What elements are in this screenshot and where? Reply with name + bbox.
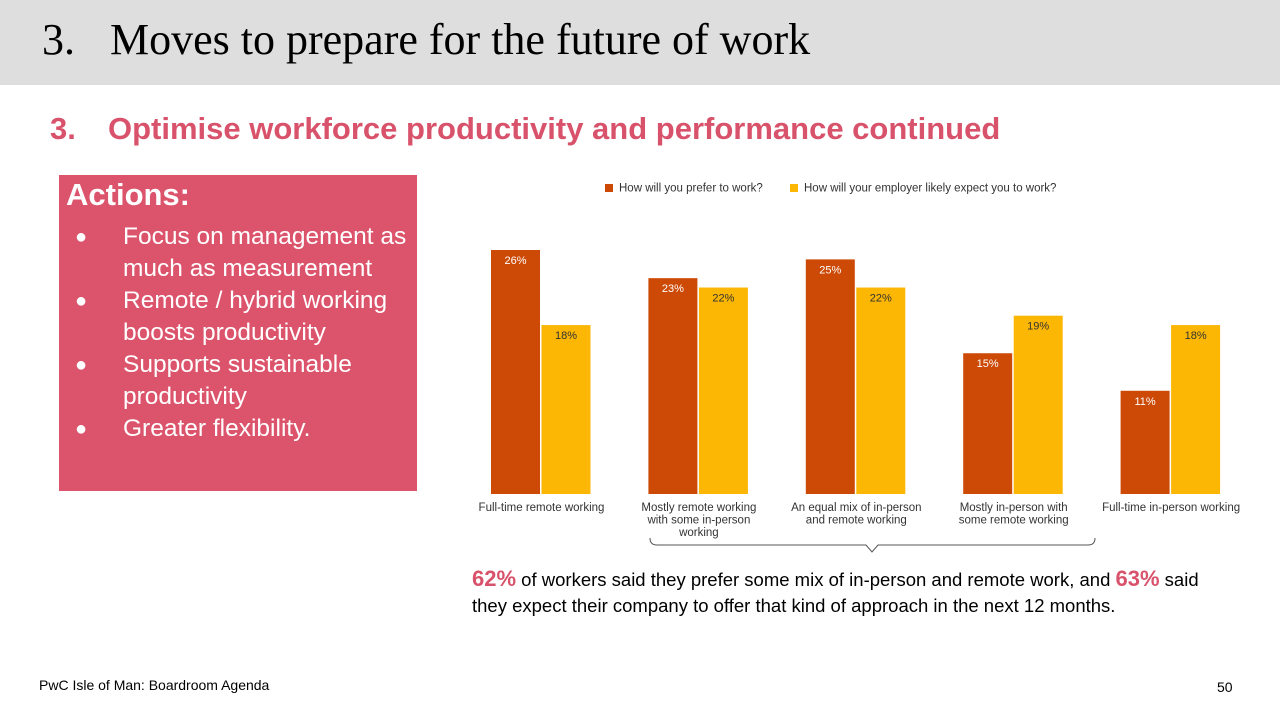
legend-swatch (790, 184, 798, 192)
category-label-line: Mostly remote working (641, 502, 756, 514)
action-text: Focus on management as much as measureme… (123, 223, 407, 282)
category-label: Mostly in-person with some remote working (959, 502, 1069, 527)
bar-value-label: 25% (819, 264, 841, 276)
action-text: Supports sustainable productivity (123, 351, 352, 410)
category-label-line: some remote working (959, 515, 1069, 527)
page-number: 50 (1217, 679, 1233, 695)
summary-note: 62% of workers said they prefer some mix… (472, 566, 1232, 619)
action-text: Remote / hybrid working boosts productiv… (123, 287, 388, 346)
bar (1120, 390, 1170, 494)
bar (805, 259, 855, 494)
bullet-icon: ● (75, 354, 88, 376)
bar-value-label: 18% (555, 330, 577, 342)
bar (856, 287, 906, 494)
action-item: ● Remote / hybrid working boosts producti… (59, 285, 417, 349)
stat-highlight: 62% (472, 566, 517, 591)
page-title: Moves to prepare for the future of work (110, 15, 811, 64)
legend-label: How will you prefer to work? (619, 183, 763, 195)
category-label-line: with some in-person (646, 515, 750, 527)
header-number: 3. (42, 15, 75, 64)
bar-chart: How will you prefer to work? How will you… (479, 183, 1240, 553)
action-item: ● Supports sustainable productivity (59, 349, 417, 413)
bar-value-label: 26% (504, 255, 526, 267)
action-item: ● Greater flexibility. (59, 413, 417, 445)
group-bracket (649, 537, 1096, 553)
bar (648, 278, 698, 494)
category-label-line: An equal mix of in-person (791, 502, 921, 514)
bar-value-label: 15% (977, 358, 999, 370)
category-label: An equal mix of in-person and remote work… (791, 502, 921, 527)
bar (1013, 315, 1063, 494)
bar-value-label: 23% (662, 283, 684, 295)
category-label: Full-time in-person working (1102, 502, 1240, 514)
note-text: said they expect their company to offer … (472, 569, 1199, 616)
header-bar: 3. Moves to prepare for the future of wo… (0, 0, 1280, 85)
action-text: Greater flexibility. (123, 415, 311, 442)
category-label: Full-time remote working (479, 502, 605, 514)
action-item: ● Focus on management as much as measurem… (59, 221, 417, 285)
bar (491, 250, 540, 494)
bar-value-label: 22% (712, 293, 734, 305)
bar-value-label: 18% (1185, 330, 1207, 342)
footer-source: PwC Isle of Man: Boardroom Agenda (39, 677, 270, 693)
bar (541, 325, 591, 494)
actions-panel: Actions: ● Focus on management as much as… (59, 175, 417, 491)
section-title: Optimise workforce productivity and perf… (108, 111, 1001, 146)
legend-label: How will your employer likely expect you… (804, 183, 1056, 195)
bullet-icon: ● (75, 418, 88, 440)
bar-value-label: 11% (1134, 396, 1155, 408)
bar-value-label: 22% (870, 293, 892, 305)
bar-value-label: 19% (1027, 321, 1049, 333)
category-label-line: and remote working (806, 515, 907, 527)
bullet-icon: ● (75, 226, 88, 248)
category-label: Mostly remote working with some in-person… (641, 502, 756, 539)
bullet-icon: ● (75, 290, 88, 312)
category-label-line: Mostly in-person with (960, 502, 1068, 514)
actions-list: ● Focus on management as much as measurem… (59, 221, 417, 445)
bar (698, 287, 748, 494)
stat-highlight: 63% (1115, 566, 1160, 591)
legend-swatch (605, 184, 613, 192)
section-number: 3. (50, 111, 76, 146)
category-label-line: Full-time in-person working (1102, 502, 1240, 514)
category-label-line: working (678, 527, 719, 539)
actions-heading: Actions: (66, 177, 190, 212)
bar (1171, 325, 1221, 494)
note-text: of workers said they prefer some mix of … (516, 569, 1116, 590)
bar (963, 353, 1013, 494)
category-label-line: Full-time remote working (479, 502, 605, 514)
